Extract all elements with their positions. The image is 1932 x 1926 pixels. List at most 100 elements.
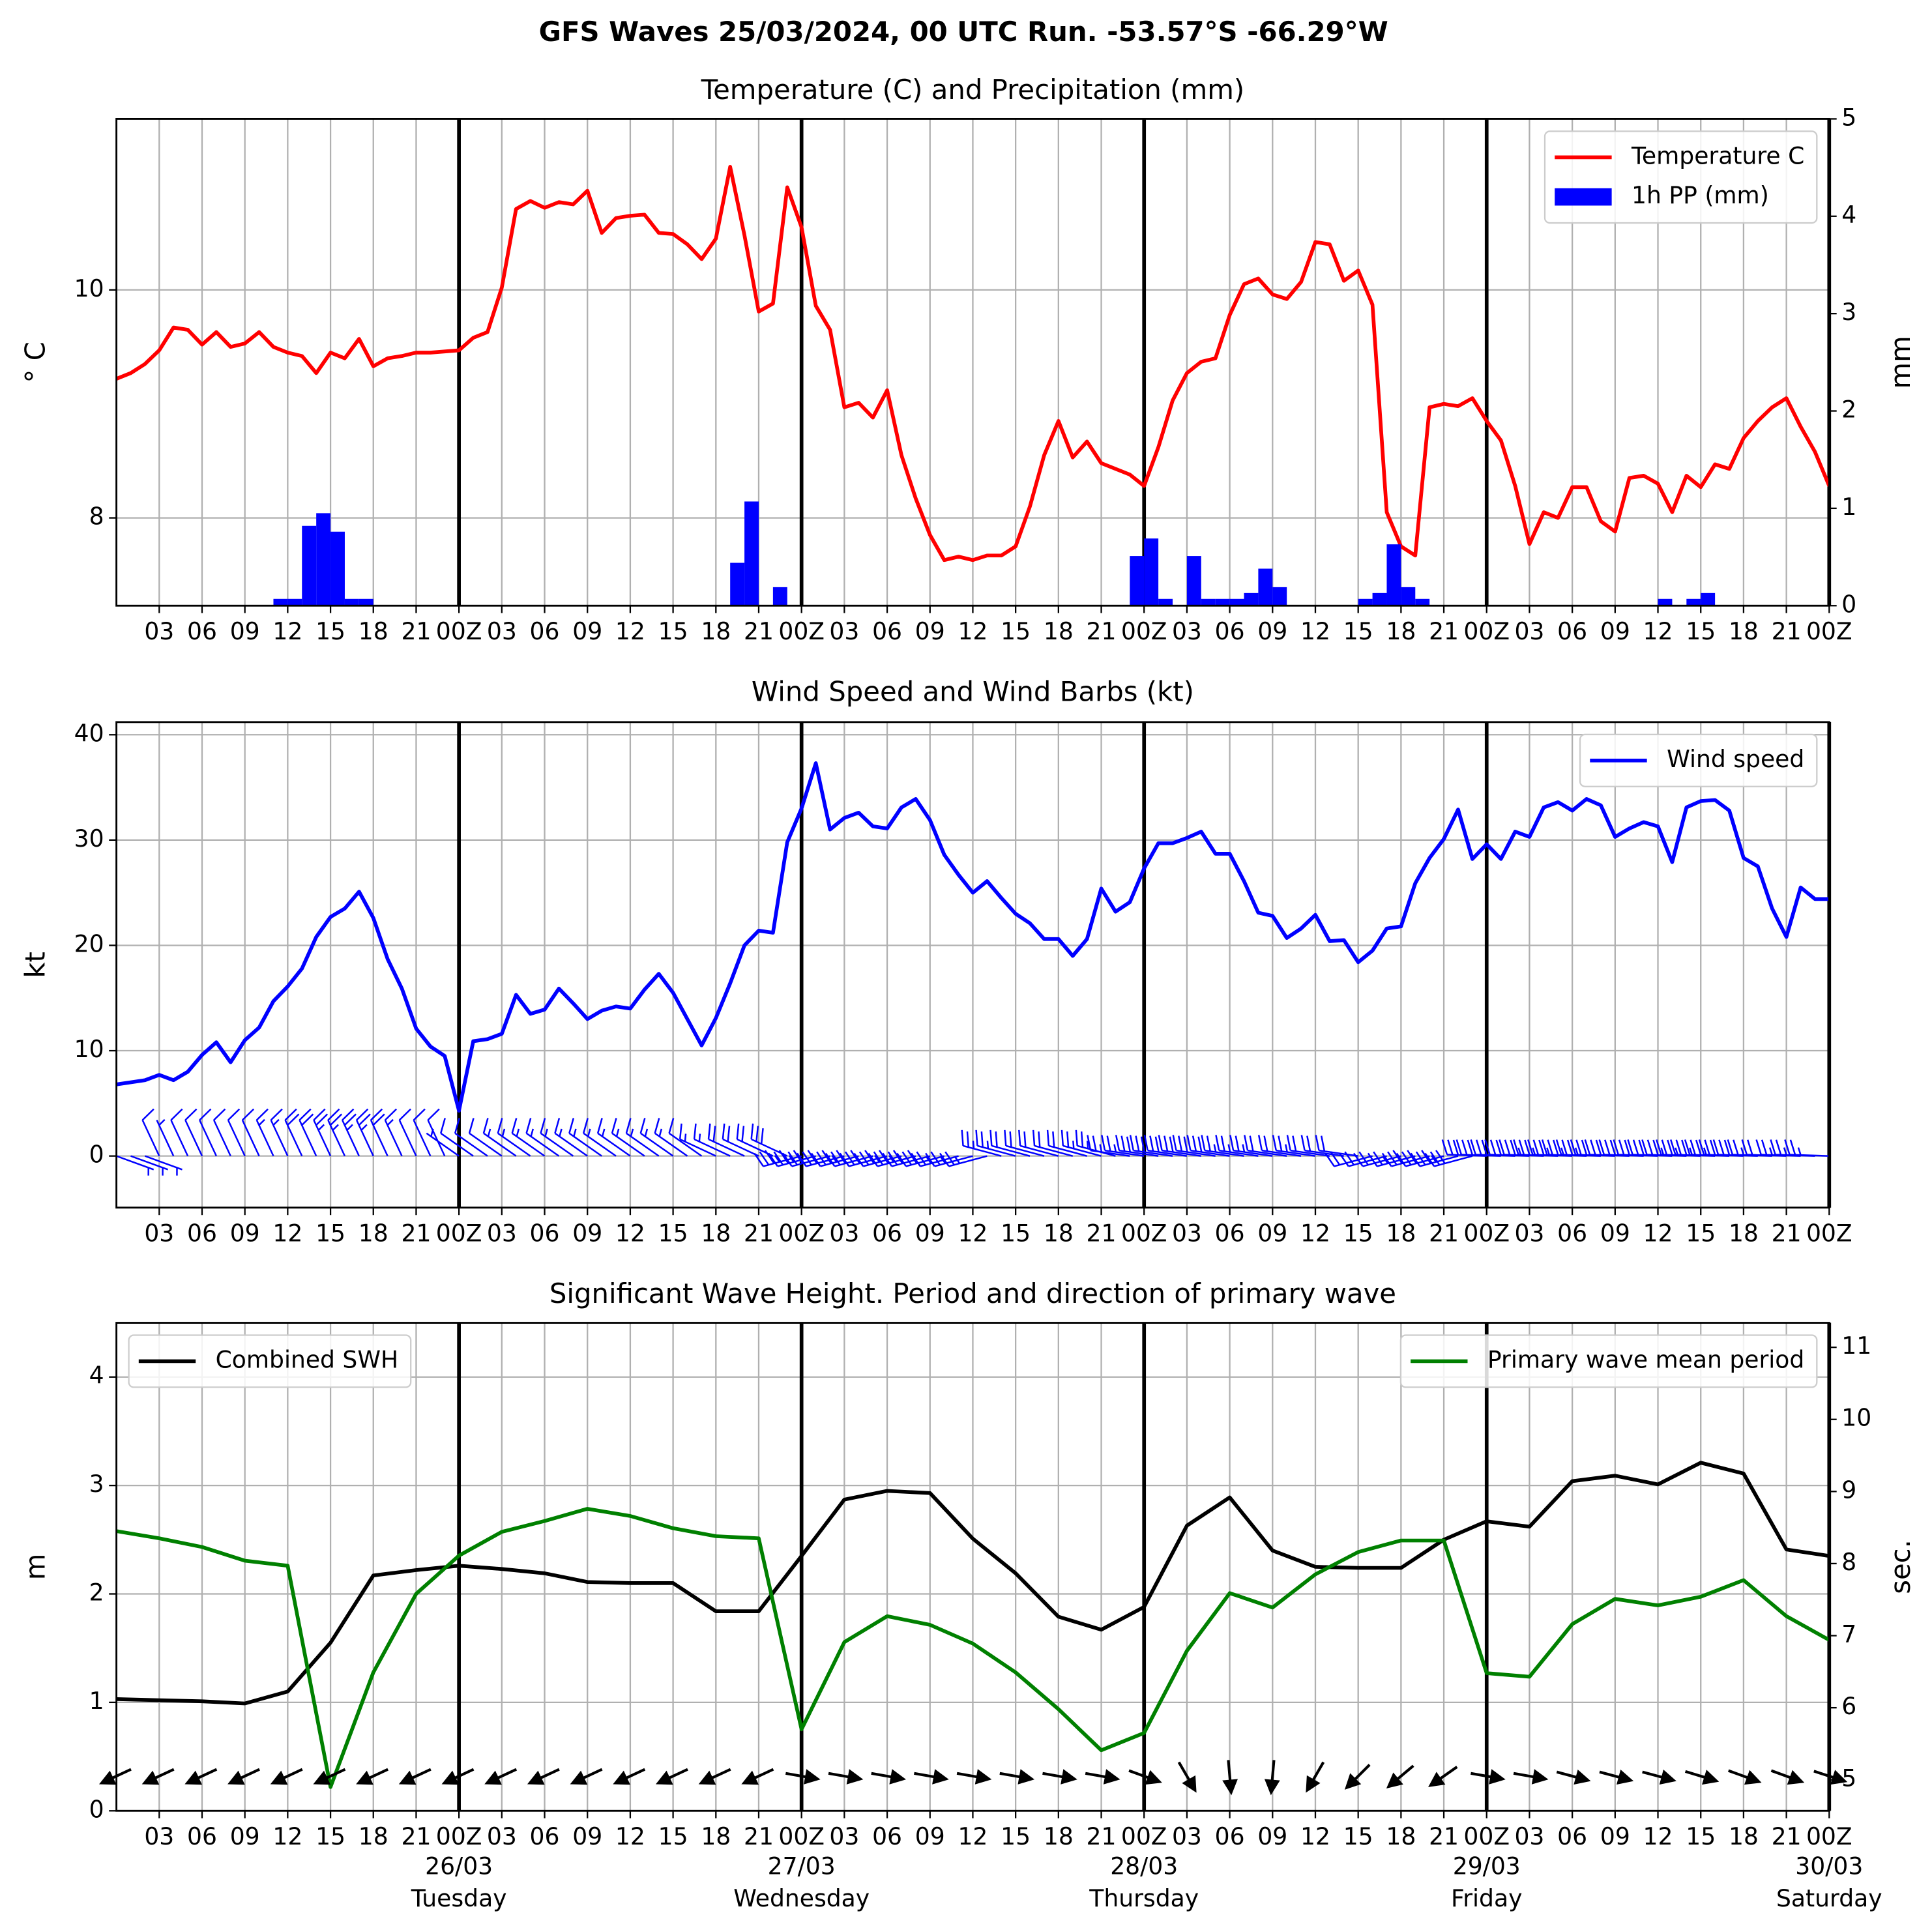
wind-barb [212, 1108, 231, 1157]
wind-barb [639, 1118, 674, 1157]
series-line [116, 1461, 1830, 1706]
precip-bar [1186, 556, 1201, 606]
precip-bar [1158, 598, 1173, 606]
x-tick-label: 06 [530, 1822, 560, 1850]
plot-area [116, 165, 1830, 606]
wind-barb [1143, 1135, 1188, 1157]
wave-arrow [270, 1768, 303, 1785]
wave-arrow [1222, 1760, 1238, 1796]
series-line [116, 1507, 1830, 1789]
x-tick-label: 09 [915, 617, 945, 645]
wind-barb [270, 1108, 289, 1157]
y2-tick-label: 6 [1841, 1692, 1856, 1720]
wind-barb [1129, 1135, 1173, 1157]
wave-arrow [1085, 1769, 1120, 1785]
wind-barb [754, 1150, 802, 1167]
x-tick-label: 18 [1386, 617, 1416, 645]
wind-barb [511, 1118, 546, 1157]
wind-barb [1215, 1135, 1259, 1157]
plot-frame [115, 1322, 1830, 1812]
y-axis-label: kt [20, 952, 51, 978]
x-tick-label: 09 [915, 1822, 945, 1850]
wind-barb [299, 1108, 317, 1157]
wave-arrow [313, 1768, 346, 1785]
wind-barb [241, 1108, 260, 1157]
legend-box [1399, 1334, 1818, 1388]
wind-barb [668, 1118, 703, 1157]
legend-label: Combined SWH [216, 1345, 399, 1373]
wave-arrow [1471, 1769, 1506, 1785]
wave-arrow [1177, 1761, 1197, 1793]
x-tick-label: 00Z [1806, 1822, 1852, 1850]
wind-barb [1046, 1130, 1087, 1157]
y-tick-label: 3 [89, 1470, 104, 1498]
precip-bar [1358, 598, 1373, 606]
wind-barb [1315, 1135, 1358, 1157]
x-tick-label: 03 [829, 1822, 859, 1850]
wind-barb [144, 1155, 183, 1176]
x-tick-label: 21 [1429, 1219, 1459, 1248]
x-tick-label: 06 [1215, 1219, 1245, 1248]
x-tick-label: 12 [615, 1822, 645, 1850]
x-tick-label: 12 [272, 1219, 302, 1248]
precip-bar [744, 501, 759, 606]
x-tick-label: 21 [1087, 617, 1117, 645]
x-tick-label: 03 [144, 1219, 174, 1248]
wind-barb [1115, 1135, 1159, 1157]
weekday-label: Saturday [1776, 1884, 1882, 1912]
x-tick-label: 15 [658, 1219, 688, 1248]
legend-box [128, 1334, 412, 1388]
x-tick-label: 15 [1686, 1822, 1716, 1850]
x-tick-label: 18 [1729, 617, 1759, 645]
y-tick-label: 40 [74, 719, 104, 747]
wave-arrow [1428, 1766, 1458, 1787]
series-line [116, 165, 1830, 562]
wind-barb [568, 1118, 602, 1157]
legend-box [1544, 130, 1818, 224]
wave-arrow [613, 1768, 646, 1785]
x-tick-label: 06 [1215, 617, 1245, 645]
x-tick-label: 18 [1044, 1822, 1074, 1850]
wind-barb [426, 1128, 460, 1157]
x-tick-label: 18 [1044, 617, 1074, 645]
y-tick-label: 30 [74, 824, 104, 853]
x-tick-label: 09 [1257, 1219, 1287, 1248]
wind-barb [540, 1118, 574, 1157]
wind-barb [1784, 1139, 1830, 1157]
x-tick-label: 00Z [436, 1219, 482, 1248]
x-tick-label: 03 [1172, 1822, 1202, 1850]
x-tick-label: 03 [829, 617, 859, 645]
wind-barb [468, 1118, 503, 1157]
plot-frame [115, 721, 1830, 1209]
precip-bar [1372, 592, 1387, 606]
wind-barb [989, 1130, 1031, 1157]
wind-barb [1381, 1150, 1430, 1167]
y2-tick-label: 1 [1841, 493, 1856, 521]
x-tick-label: 00Z [436, 1822, 482, 1850]
x-tick-label: 09 [1600, 1219, 1630, 1248]
x-tick-label: 15 [1001, 1822, 1031, 1850]
x-tick-label: 18 [1386, 1822, 1416, 1850]
precip-bar [1415, 598, 1430, 606]
precip-bar [1258, 568, 1273, 606]
x-tick-label: 00Z [1121, 1219, 1167, 1248]
precip-bar [344, 598, 359, 606]
x-tick-label: 00Z [778, 1822, 825, 1850]
x-tick-label: 06 [187, 617, 217, 645]
x-tick-label: 00Z [1121, 617, 1167, 645]
wave-arrow [698, 1768, 731, 1785]
x-tick-label: 21 [1087, 1219, 1117, 1248]
x-tick-label: 03 [487, 1219, 517, 1248]
y2-axis-label: mm [1884, 336, 1916, 388]
wind-barb [1353, 1151, 1401, 1167]
x-tick-label: 09 [1600, 1822, 1630, 1850]
wave-arrow [914, 1769, 949, 1785]
x-tick-label: 06 [872, 1822, 902, 1850]
precip-bar [1229, 598, 1244, 606]
wave-arrow [785, 1769, 821, 1785]
wind-barb [116, 1155, 154, 1176]
x-tick-label: 03 [1172, 1219, 1202, 1248]
precip-bar [302, 525, 317, 606]
